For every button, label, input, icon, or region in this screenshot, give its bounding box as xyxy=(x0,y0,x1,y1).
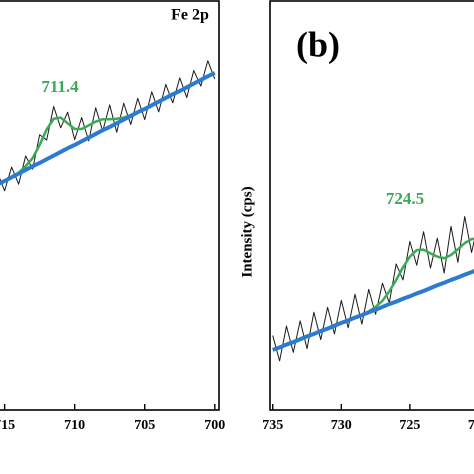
series-line xyxy=(272,216,474,362)
x-tick-label: 715 xyxy=(0,418,15,433)
plot-area xyxy=(272,216,474,362)
panel: 735 730 725 720 xyxy=(262,0,474,433)
x-tick-label: 735 xyxy=(262,418,283,433)
y-axis-label: Intensity (cps) xyxy=(239,186,255,277)
plot-frame xyxy=(0,0,220,411)
series-line xyxy=(272,268,474,352)
x-tick-label: 700 xyxy=(204,418,225,433)
plot-frame xyxy=(269,0,474,411)
x-tick-label: 720 xyxy=(468,418,474,433)
series-line xyxy=(0,71,216,186)
panel-note: Fe 2p xyxy=(171,7,209,24)
x-tick-label: 730 xyxy=(331,418,352,433)
x-tick-label: 705 xyxy=(134,418,155,433)
peak-label: 711.4 xyxy=(41,77,79,96)
peak-label: 724.5 xyxy=(386,189,424,208)
panel-label: (b) xyxy=(296,24,340,64)
series-line xyxy=(0,60,216,192)
x-tick-label: 725 xyxy=(399,418,420,433)
panel: 715 710 705 700 xyxy=(0,0,225,433)
plot-area xyxy=(0,60,216,192)
x-tick-label: 710 xyxy=(64,418,85,433)
